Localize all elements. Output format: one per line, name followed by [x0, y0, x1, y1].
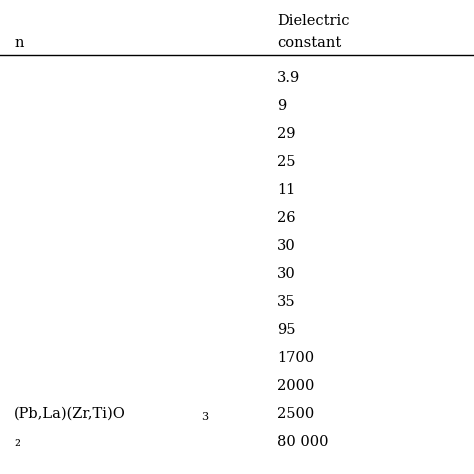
Text: n: n: [14, 36, 24, 50]
Text: 30: 30: [277, 239, 296, 253]
Text: 11: 11: [277, 183, 296, 197]
Text: 2500: 2500: [277, 407, 315, 421]
Text: 80 000: 80 000: [277, 435, 329, 449]
Text: Dielectric: Dielectric: [277, 14, 350, 28]
Text: 3.9: 3.9: [277, 71, 301, 85]
Text: (Pb,La)(Zr,Ti)O: (Pb,La)(Zr,Ti)O: [14, 407, 126, 421]
Text: constant: constant: [277, 36, 342, 50]
Text: 1700: 1700: [277, 351, 314, 365]
Text: 29: 29: [277, 127, 296, 141]
Text: 25: 25: [277, 155, 296, 169]
Text: ₂: ₂: [14, 435, 20, 449]
Text: 2000: 2000: [277, 379, 315, 393]
Text: 95: 95: [277, 323, 296, 337]
Text: 35: 35: [277, 295, 296, 309]
Text: 3: 3: [201, 412, 209, 422]
Text: 9: 9: [277, 99, 287, 113]
Text: 30: 30: [277, 267, 296, 281]
Text: 26: 26: [277, 211, 296, 225]
